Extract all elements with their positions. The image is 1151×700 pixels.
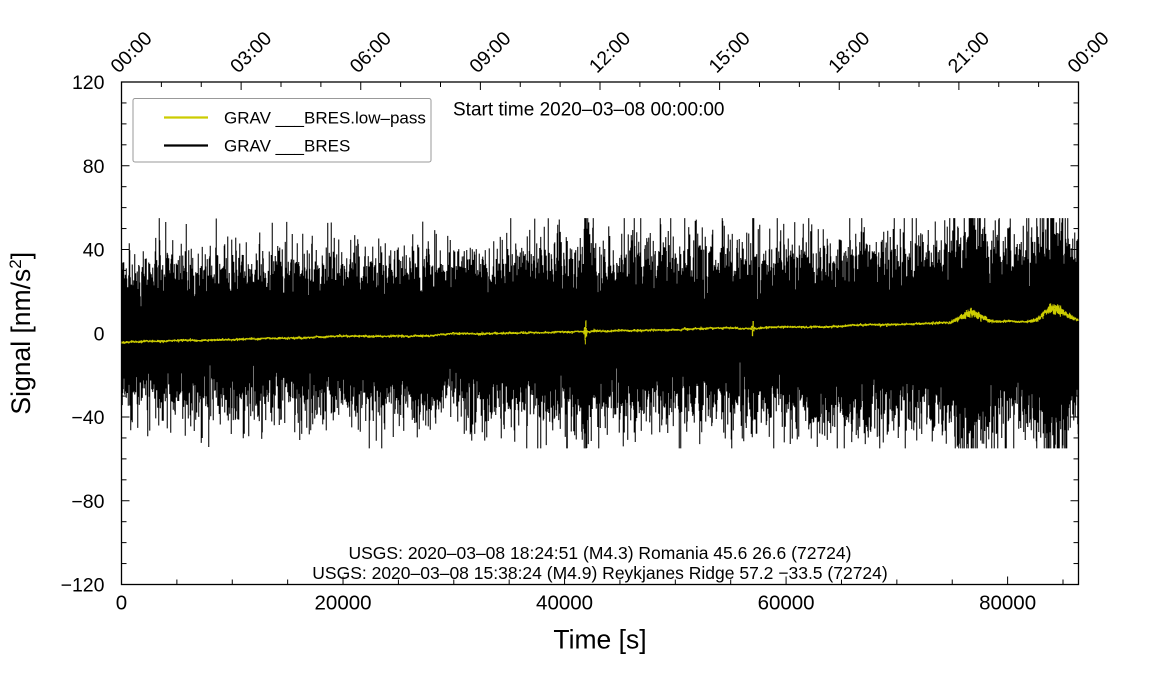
svg-text:Start time 2020–03–08 00:00:00: Start time 2020–03–08 00:00:00 [453, 100, 724, 121]
svg-text:USGS: 2020–03–08 18:24:51 (M4.: USGS: 2020–03–08 18:24:51 (M4.3) Romania… [349, 543, 852, 563]
svg-text:GRAV ___BRES: GRAV ___BRES [224, 137, 350, 156]
svg-text:USGS: 2020–03–08 15:38:24 (M4.: USGS: 2020–03–08 15:38:24 (M4.9) Reykjan… [312, 563, 887, 583]
svg-text:80000: 80000 [979, 592, 1036, 615]
svg-text:Time [s]: Time [s] [553, 625, 646, 655]
svg-text:0: 0 [94, 323, 105, 345]
svg-text:−120: −120 [61, 575, 105, 597]
svg-text:−40: −40 [71, 407, 104, 429]
svg-text:20000: 20000 [315, 592, 372, 615]
svg-text:80: 80 [83, 156, 105, 178]
svg-text:40000: 40000 [536, 592, 593, 615]
svg-text:GRAV ___BRES.low–pass: GRAV ___BRES.low–pass [224, 109, 426, 128]
svg-text:0: 0 [116, 592, 127, 615]
svg-text:40: 40 [83, 240, 105, 262]
svg-text:120: 120 [72, 72, 105, 94]
svg-text:Signal [nm/s2]: Signal [nm/s2] [6, 252, 37, 415]
svg-text:60000: 60000 [758, 592, 815, 615]
svg-text:−80: −80 [71, 491, 104, 513]
